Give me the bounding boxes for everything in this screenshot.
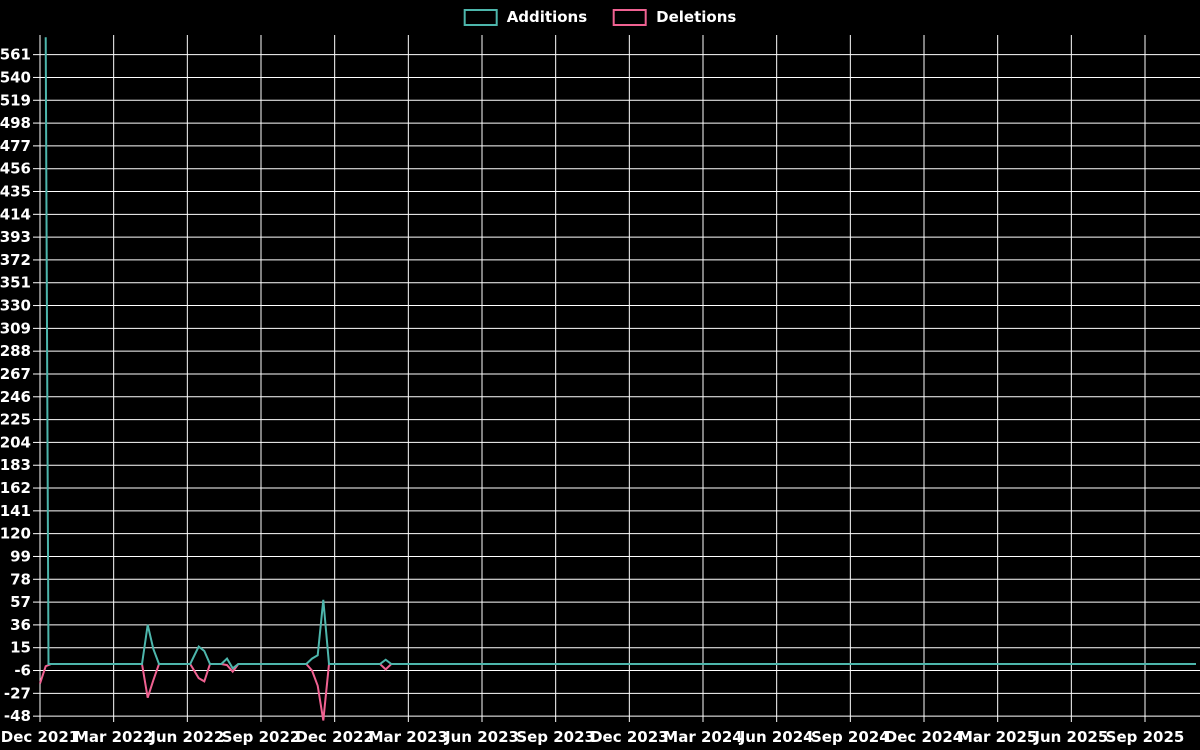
svg-text:Jun 2024: Jun 2024: [739, 728, 814, 746]
legend-label-additions: Additions: [506, 8, 588, 26]
svg-text:-48: -48: [4, 707, 31, 725]
svg-text:99: 99: [10, 547, 31, 565]
legend-item-additions[interactable]: Additions: [463, 8, 588, 26]
svg-text:309: 309: [0, 319, 31, 337]
svg-text:Mar 2022: Mar 2022: [74, 728, 153, 746]
svg-text:Mar 2024: Mar 2024: [663, 728, 742, 746]
legend-item-deletions[interactable]: Deletions: [613, 8, 736, 26]
svg-text:120: 120: [0, 525, 31, 543]
svg-text:330: 330: [0, 297, 31, 315]
additions-line: [44, 37, 1196, 670]
svg-text:Sep 2024: Sep 2024: [811, 728, 890, 746]
svg-text:246: 246: [0, 388, 31, 406]
svg-text:372: 372: [0, 251, 31, 269]
svg-text:288: 288: [0, 342, 31, 360]
svg-text:Jun 2025: Jun 2025: [1033, 728, 1108, 746]
svg-text:-6: -6: [14, 662, 31, 680]
svg-text:Dec 2023: Dec 2023: [590, 728, 669, 746]
svg-text:Jun 2022: Jun 2022: [149, 728, 224, 746]
svg-text:393: 393: [0, 228, 31, 246]
svg-text:414: 414: [0, 205, 31, 223]
y-grid: [33, 54, 1200, 717]
svg-text:Sep 2023: Sep 2023: [516, 728, 595, 746]
legend-label-deletions: Deletions: [656, 8, 737, 26]
svg-text:561: 561: [0, 46, 31, 64]
svg-text:498: 498: [0, 114, 31, 132]
svg-text:456: 456: [0, 160, 31, 178]
y-tick-labels: -48 -27 -6 15 36 57 78 99 120 141 162 183 204 225 246 2…: [0, 46, 31, 725]
svg-text:267: 267: [0, 365, 31, 383]
additions-swatch-icon: [463, 8, 498, 26]
svg-text:Sep 2022: Sep 2022: [222, 728, 301, 746]
svg-text:57: 57: [10, 593, 31, 611]
svg-text:Mar 2025: Mar 2025: [958, 728, 1037, 746]
svg-text:162: 162: [0, 479, 31, 497]
svg-text:Dec 2021: Dec 2021: [1, 728, 80, 746]
svg-text:351: 351: [0, 274, 31, 292]
svg-text:204: 204: [0, 433, 31, 451]
svg-text:141: 141: [0, 502, 31, 520]
chart-legend: Additions Deletions: [463, 8, 736, 26]
svg-text:Dec 2024: Dec 2024: [885, 728, 964, 746]
svg-text:Mar 2023: Mar 2023: [369, 728, 448, 746]
svg-text:-27: -27: [4, 684, 31, 702]
deletions-swatch-icon: [613, 8, 648, 26]
svg-text:Dec 2022: Dec 2022: [295, 728, 374, 746]
svg-text:36: 36: [10, 616, 31, 634]
svg-text:225: 225: [0, 411, 31, 429]
svg-text:78: 78: [10, 570, 31, 588]
deletions-line: [39, 663, 1196, 721]
svg-text:Sep 2025: Sep 2025: [1106, 728, 1185, 746]
svg-text:435: 435: [0, 183, 31, 201]
svg-text:15: 15: [10, 639, 31, 657]
svg-text:183: 183: [0, 456, 31, 474]
x-grid: [39, 35, 1146, 722]
svg-text:Jun 2023: Jun 2023: [444, 728, 519, 746]
svg-text:477: 477: [0, 137, 31, 155]
svg-text:519: 519: [0, 91, 31, 109]
svg-text:540: 540: [0, 68, 31, 86]
